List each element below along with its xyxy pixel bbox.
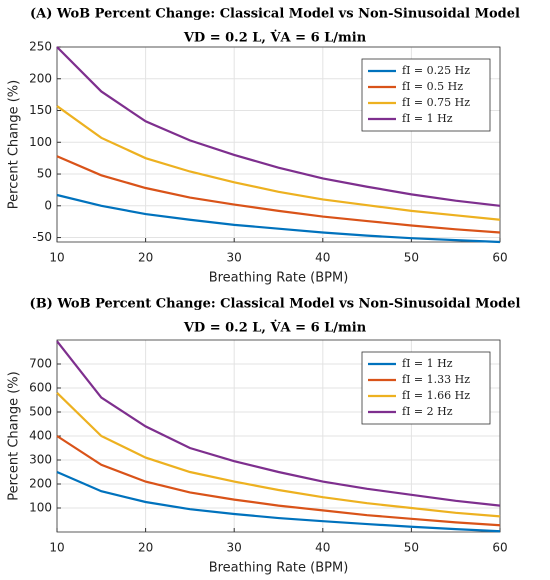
- x-tick-label: 40: [315, 251, 330, 265]
- x-tick-label: 40: [315, 541, 330, 555]
- y-tick-label: 400: [29, 429, 52, 443]
- legend-label: fI = 1 Hz: [402, 357, 453, 370]
- legend-label: fI = 0.25 Hz: [402, 64, 470, 77]
- y-tick-label: 150: [29, 103, 52, 117]
- y-tick-label: 50: [37, 167, 52, 181]
- y-tick-label: 300: [29, 453, 52, 467]
- x-axis-label: Breathing Rate (BPM): [209, 271, 349, 286]
- y-tick-label: 100: [29, 135, 52, 149]
- x-tick-label: 20: [138, 541, 153, 555]
- x-tick-label: 10: [49, 541, 64, 555]
- series-line: [56, 392, 501, 518]
- legend-label: fI = 1 Hz: [402, 112, 453, 125]
- series-line: [56, 193, 501, 244]
- y-tick-label: 600: [29, 381, 52, 395]
- x-tick-label: 60: [492, 541, 507, 555]
- x-axis-label: Breathing Rate (BPM): [209, 561, 349, 576]
- series-line: [56, 470, 501, 533]
- x-tick-label: 50: [404, 251, 419, 265]
- chart-subtitle: VD = 0.2 L, V̇A = 6 L/min: [183, 319, 367, 335]
- y-tick-label: 100: [29, 501, 52, 515]
- chart-title: (B) WoB Percent Change: Classical Model …: [30, 297, 521, 312]
- series-line: [56, 435, 501, 527]
- series-line: [56, 340, 501, 507]
- series-line: [56, 46, 501, 207]
- y-tick-label: 500: [29, 405, 52, 419]
- x-tick-label: 30: [227, 251, 242, 265]
- x-tick-label: 50: [404, 541, 419, 555]
- x-tick-label: 60: [492, 251, 507, 265]
- legend-label: fI = 0.75 Hz: [402, 96, 470, 109]
- legend-label: fI = 0.5 Hz: [402, 80, 463, 93]
- y-tick-label: 700: [29, 357, 52, 371]
- y-tick-label: 200: [29, 477, 52, 491]
- chart-subtitle: VD = 0.2 L, V̇A = 6 L/min: [183, 29, 367, 45]
- series-line: [56, 155, 501, 234]
- y-tick-label: 0: [44, 198, 52, 212]
- y-tick-label: -50: [32, 230, 52, 244]
- legend-label: fI = 1.66 Hz: [402, 389, 470, 402]
- y-axis-label: Percent Change (%): [7, 80, 22, 209]
- series-line: [56, 105, 501, 221]
- y-tick-label: 200: [29, 71, 52, 85]
- legend-label: fI = 2 Hz: [402, 405, 453, 418]
- x-tick-label: 30: [227, 541, 242, 555]
- plot-frame: [56, 46, 501, 243]
- legend-label: fI = 1.33 Hz: [402, 373, 470, 386]
- x-tick-label: 10: [49, 251, 64, 265]
- y-tick-label: 250: [29, 40, 52, 54]
- x-tick-label: 20: [138, 251, 153, 265]
- chart-title: (A) WoB Percent Change: Classical Model …: [30, 7, 520, 22]
- y-axis-label: Percent Change (%): [7, 371, 22, 500]
